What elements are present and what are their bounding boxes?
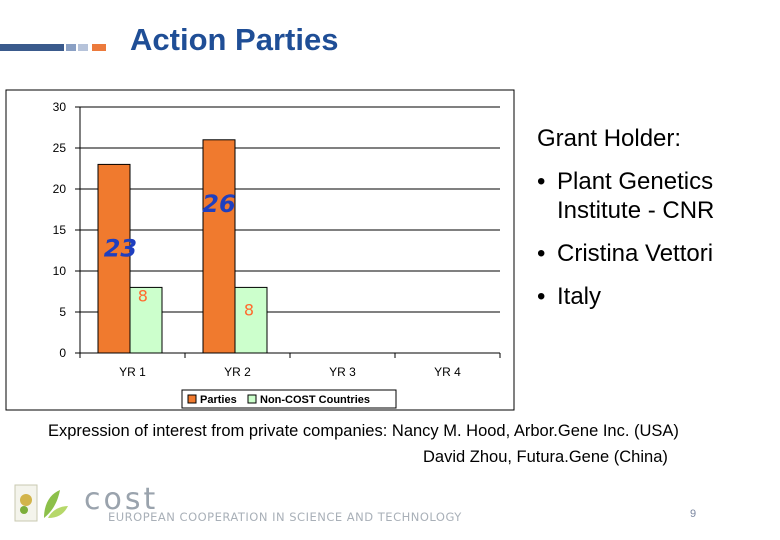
action-logo-icon <box>14 484 68 522</box>
data-label: 26 <box>202 190 235 218</box>
expression-of-interest-line1: Expression of interest from private comp… <box>48 422 679 440</box>
y-tick-label: 0 <box>59 346 66 360</box>
grant-bullet: • Italy <box>537 282 777 311</box>
title-deco-segment <box>66 44 76 51</box>
legend-label: Non-COST Countries <box>260 394 370 406</box>
grant-holder-panel: Grant Holder: • Plant Genetics Institute … <box>537 125 777 325</box>
y-tick-label: 15 <box>53 223 67 237</box>
grant-bullet: • Cristina Vettori <box>537 239 777 268</box>
non-cost-bar <box>129 286 163 354</box>
x-tick-label: YR 2 <box>224 365 251 379</box>
parties-bar <box>202 139 236 354</box>
legend-swatch <box>187 394 197 404</box>
y-tick-label: 20 <box>53 182 67 196</box>
data-label: 23 <box>104 234 137 262</box>
legend-box <box>181 389 397 409</box>
title-deco-segment <box>78 44 88 51</box>
page-number: 9 <box>690 508 697 520</box>
y-tick-label: 30 <box>53 100 67 114</box>
slide-title: Action Parties <box>130 22 339 57</box>
cost-tagline: EUROPEAN COOPERATION IN SCIENCE AND TECH… <box>108 510 462 524</box>
grant-bullet-text: Cristina Vettori <box>557 240 714 267</box>
y-tick-label: 5 <box>59 305 66 319</box>
x-tick-label: YR 3 <box>329 365 356 379</box>
bullet-symbol: • <box>537 168 546 195</box>
data-label: 8 <box>244 300 254 319</box>
non-cost-bar <box>234 286 268 354</box>
bar-chart: 0 5 10 15 20 25 30 YR 1 YR 2 YR 3 YR 4 23 26 8 8 Partie… <box>5 89 515 411</box>
cost-logo: cost <box>84 482 159 517</box>
title-deco-accent <box>92 44 106 51</box>
chart-frame <box>5 89 515 411</box>
title-deco-bar <box>0 44 64 51</box>
x-tick-label: YR 1 <box>119 365 146 379</box>
y-tick-label: 25 <box>53 141 67 155</box>
grant-bullet-text: Plant Genetics Institute - CNR <box>557 168 715 224</box>
y-tick-label: 10 <box>53 264 67 278</box>
legend-swatch <box>247 394 257 404</box>
grant-bullet-text: Italy <box>557 283 602 310</box>
expression-of-interest-line2: David Zhou, Futura.Gene (China) <box>423 448 668 466</box>
legend-label: Parties <box>200 394 237 406</box>
data-label: 8 <box>138 286 148 305</box>
grant-holder-title: Grant Holder: <box>537 125 682 152</box>
parties-bar <box>97 163 131 354</box>
bullet-symbol: • <box>537 283 546 310</box>
x-tick-label: YR 4 <box>434 365 461 379</box>
grant-bullet: • Plant Genetics Institute - CNR <box>537 167 777 225</box>
bullet-symbol: • <box>537 240 546 267</box>
